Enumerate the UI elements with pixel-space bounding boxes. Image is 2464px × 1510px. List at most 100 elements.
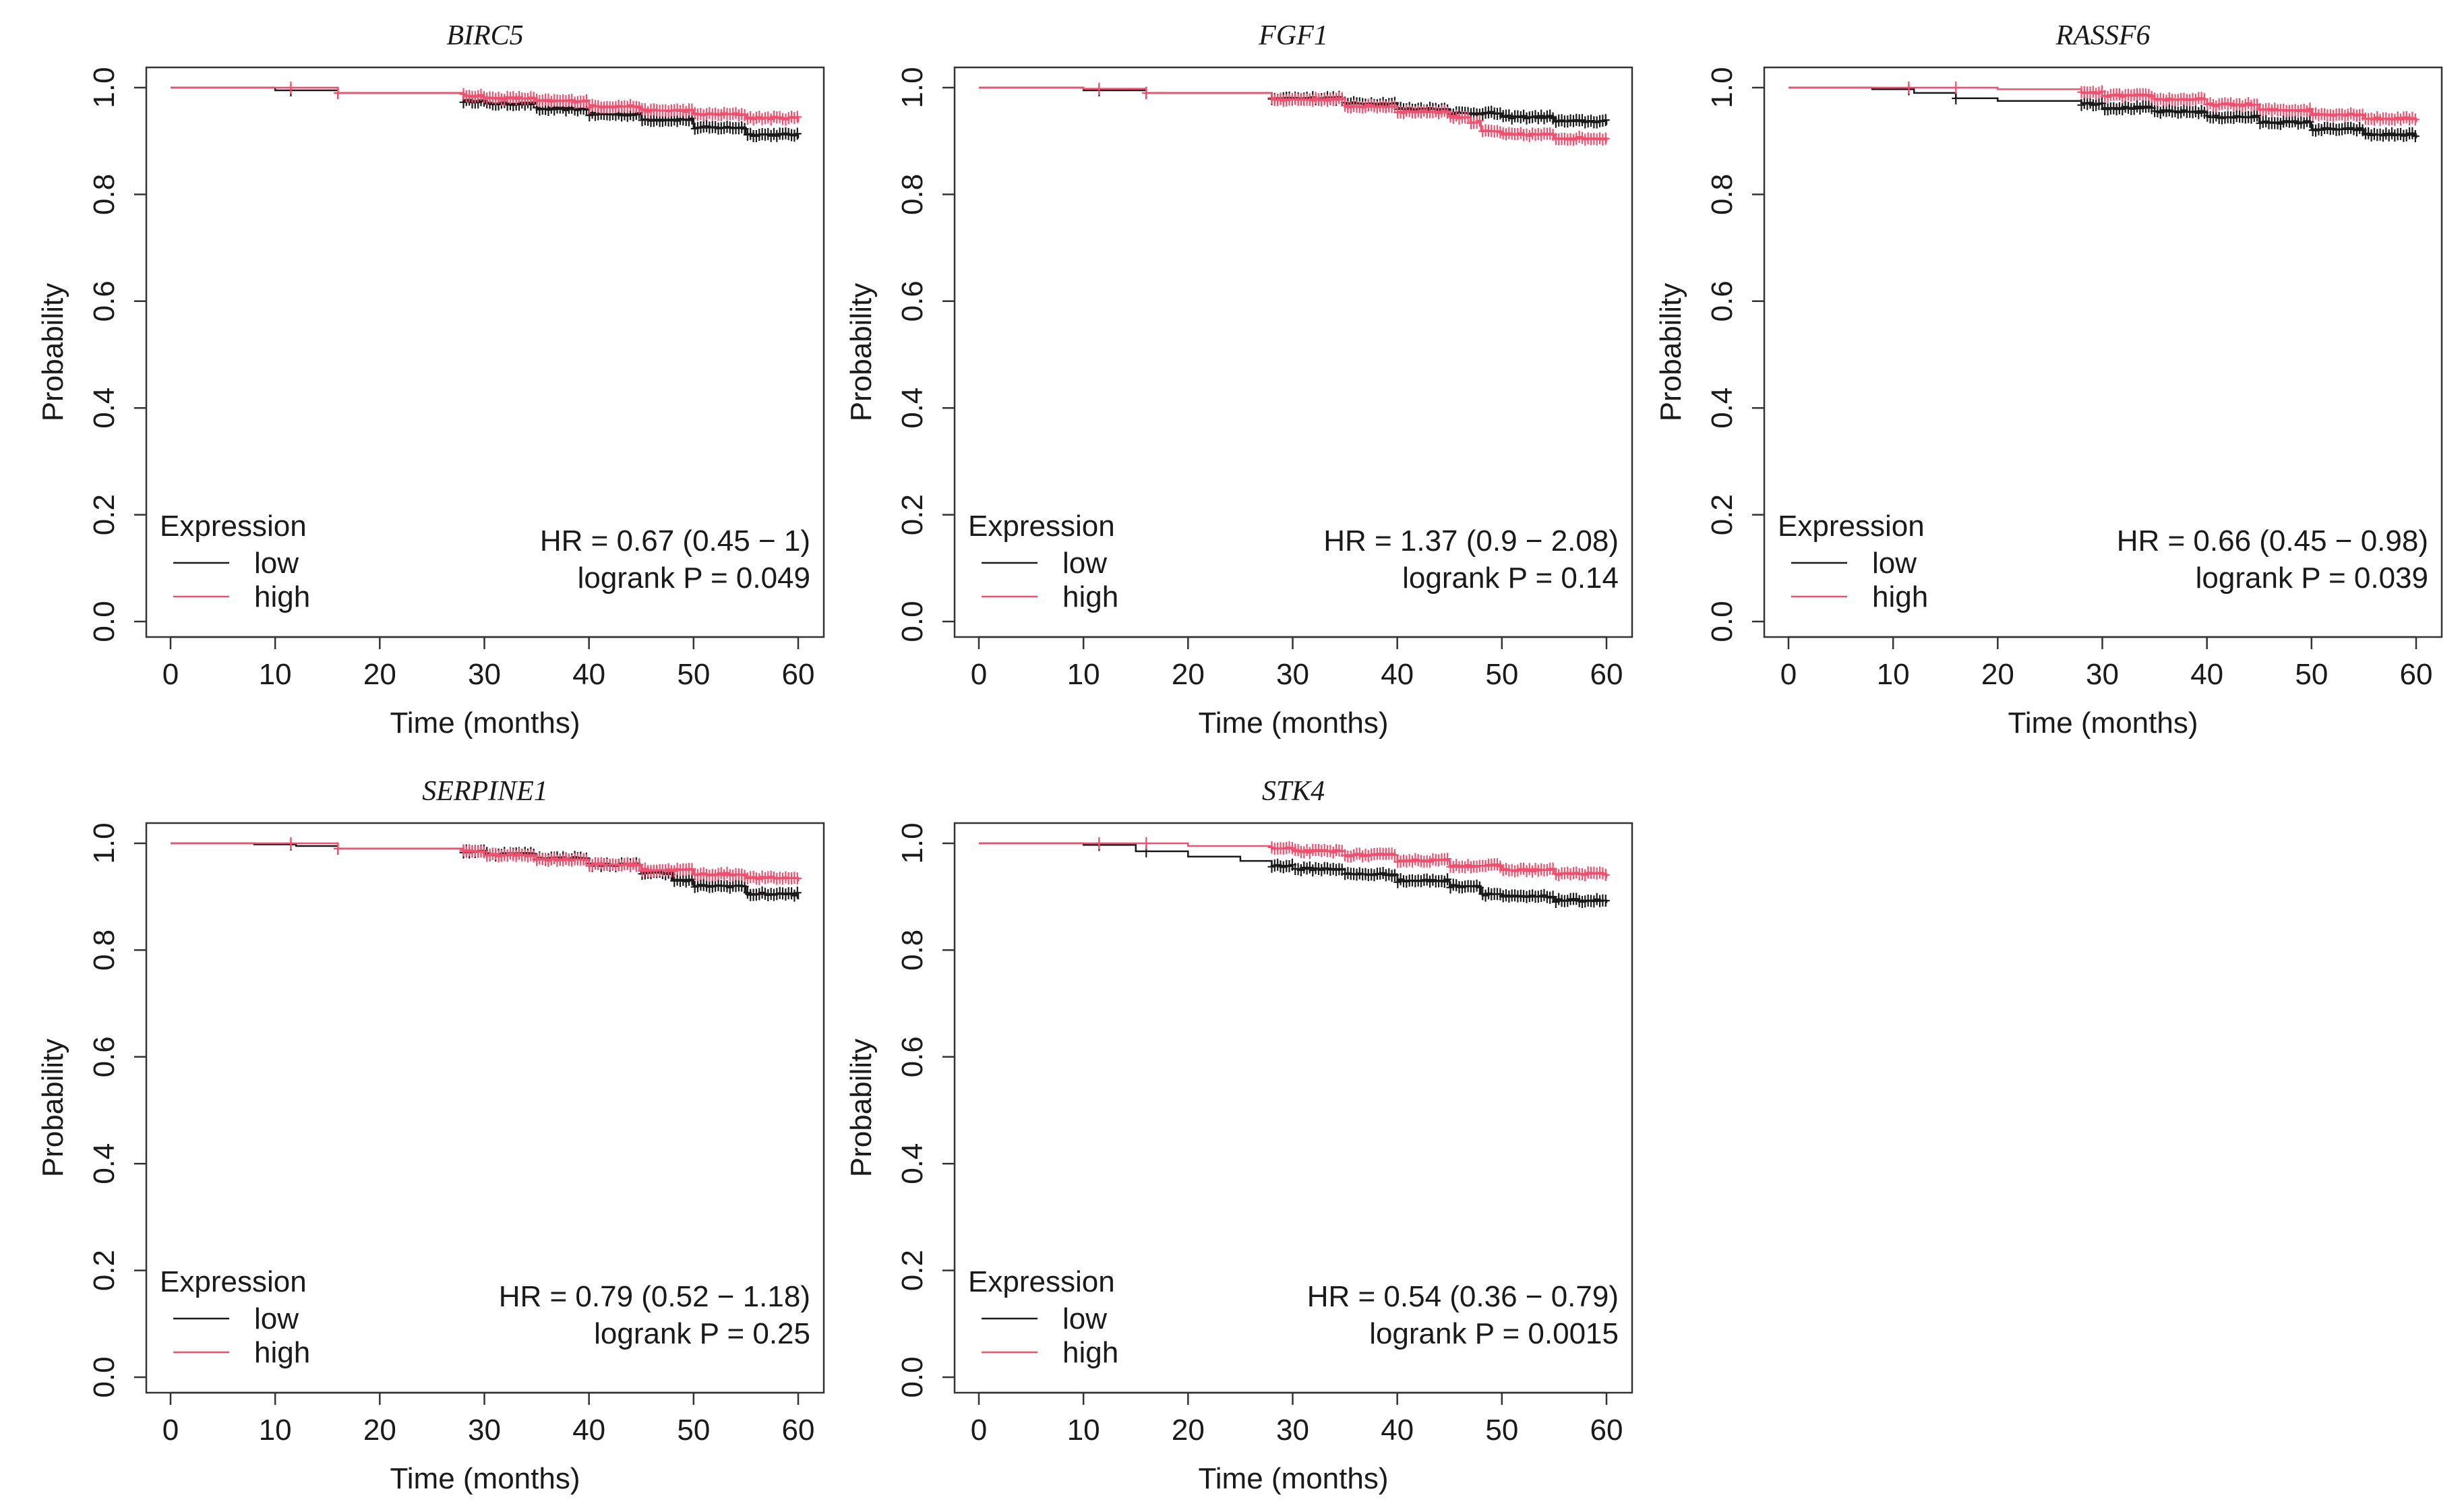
- x-tick-label: 20: [1981, 658, 2014, 691]
- censor-mark: [1601, 114, 1610, 127]
- x-tick-label: 10: [1877, 658, 1910, 691]
- censor-mark: [1338, 92, 1346, 104]
- legend-title: Expression: [968, 510, 1115, 543]
- y-tick-label: 1.0: [896, 822, 929, 864]
- y-tick-label: 0.8: [88, 930, 121, 971]
- censor-mark: [1390, 849, 1399, 862]
- hazard-ratio-text: HR = 0.54 (0.36 − 0.79): [1307, 1280, 1619, 1313]
- legend-label-high: high: [1872, 580, 1928, 613]
- censor-mark: [1475, 115, 1484, 127]
- hazard-ratio-text: HR = 0.66 (0.45 − 0.98): [2117, 524, 2428, 557]
- x-tick-label: 0: [971, 658, 987, 691]
- censor-mark: [1601, 895, 1610, 907]
- censor-marks-high: [287, 837, 802, 886]
- x-tick-label: 10: [1067, 658, 1100, 691]
- x-tick-label: 50: [1485, 1414, 1518, 1447]
- y-tick-label: 0.6: [896, 1036, 929, 1077]
- legend-title: Expression: [968, 1265, 1115, 1298]
- legend-label-low: low: [1062, 1302, 1107, 1335]
- y-tick-label: 0.0: [896, 1356, 929, 1397]
- y-axis-label: Probability: [36, 283, 69, 421]
- panel-title: RASSF6: [2055, 20, 2151, 51]
- y-tick-label: 0.4: [88, 1143, 121, 1184]
- logrank-p-text: logrank P = 0.049: [578, 562, 810, 595]
- panel-title: FGF1: [1258, 20, 1328, 51]
- x-tick-label: 40: [1381, 1414, 1414, 1447]
- x-tick-label: 20: [363, 658, 396, 691]
- censor-mark: [1095, 82, 1104, 95]
- y-tick-label: 1.0: [1706, 67, 1739, 108]
- y-tick-label: 0.0: [896, 601, 929, 642]
- logrank-p-text: logrank P = 0.039: [2196, 562, 2428, 595]
- y-axis-label: Probability: [1654, 283, 1687, 421]
- censor-mark: [334, 842, 342, 855]
- legend-label-high: high: [1062, 580, 1118, 613]
- y-tick-label: 1.0: [896, 67, 929, 108]
- censor-mark: [1475, 881, 1484, 894]
- y-tick-label: 0.2: [1706, 494, 1739, 535]
- y-axis-label: Probability: [845, 1039, 878, 1177]
- censor-mark: [1443, 853, 1452, 866]
- legend-label-low: low: [1872, 547, 1917, 580]
- x-tick-label: 50: [677, 1414, 710, 1447]
- y-tick-label: 0.4: [88, 388, 121, 429]
- x-tick-label: 10: [259, 658, 292, 691]
- km-panel-rassf6: RASSF6 0 10 20 30 40 50 60 Time (months) 0.0 0.2 0.…: [1654, 20, 2443, 739]
- x-tick-label: 40: [572, 658, 605, 691]
- y-axis-label: Probability: [845, 283, 878, 421]
- km-panel-serpine1: SERPINE1 0 10 20 30 40 50 60 Time (months) 0.0 0.2…: [36, 776, 825, 1495]
- x-tick-label: 20: [1172, 658, 1205, 691]
- logrank-p-text: logrank P = 0.25: [594, 1317, 810, 1350]
- y-tick-label: 0.2: [88, 1250, 121, 1291]
- x-tick-label: 20: [1172, 1414, 1205, 1447]
- censor-mark: [1390, 869, 1399, 882]
- x-tick-label: 50: [677, 658, 710, 691]
- km-panel-birc5: BIRC5 0 10 20 30 40 50 60 Time (months) 0.0 0.2 0.4…: [36, 20, 825, 739]
- x-tick-label: 30: [2086, 658, 2119, 691]
- censor-mark: [2253, 109, 2262, 122]
- x-tick-label: 30: [1276, 658, 1309, 691]
- km-panel-stk4: STK4 0 10 20 30 40 50 60 Time (months) 0.0 0.2 0.4 0…: [845, 776, 1633, 1495]
- y-tick-label: 0.8: [88, 174, 121, 215]
- x-tick-label: 50: [1485, 658, 1518, 691]
- panel-title: BIRC5: [446, 20, 523, 51]
- censor-mark: [2306, 102, 2314, 115]
- x-tick-label: 60: [2400, 658, 2433, 691]
- hazard-ratio-text: HR = 1.37 (0.9 − 2.08): [1323, 524, 1619, 557]
- x-tick-label: 0: [162, 658, 179, 691]
- x-axis-label: Time (months): [1199, 706, 1389, 739]
- censor-marks-high: [1095, 837, 1610, 882]
- logrank-p-text: logrank P = 0.0015: [1369, 1317, 1619, 1350]
- legend-label-high: high: [254, 1336, 310, 1369]
- censor-marks-high: [1904, 82, 2420, 126]
- censor-mark: [1443, 873, 1452, 886]
- x-tick-label: 60: [1590, 1414, 1623, 1447]
- hazard-ratio-text: HR = 0.79 (0.52 − 1.18): [499, 1280, 810, 1313]
- legend-title: Expression: [1778, 510, 1925, 543]
- censor-mark: [2306, 115, 2314, 128]
- x-axis-label: Time (months): [2008, 706, 2198, 739]
- x-tick-label: 60: [782, 1414, 815, 1447]
- censor-mark: [1904, 82, 1913, 94]
- y-tick-label: 1.0: [88, 822, 121, 864]
- y-axis-label: Probability: [36, 1039, 69, 1177]
- y-tick-label: 0.4: [896, 388, 929, 429]
- y-tick-label: 0.2: [88, 494, 121, 535]
- censor-mark: [793, 127, 802, 140]
- y-tick-label: 0.6: [1706, 280, 1739, 322]
- x-tick-label: 40: [572, 1414, 605, 1447]
- censor-marks-low: [1095, 839, 1610, 908]
- hazard-ratio-text: HR = 0.67 (0.45 − 1): [540, 524, 810, 557]
- panel-title: STK4: [1262, 776, 1325, 807]
- x-tick-label: 0: [1780, 658, 1797, 691]
- y-tick-label: 0.0: [88, 601, 121, 642]
- y-tick-label: 0.6: [88, 1036, 121, 1077]
- y-tick-label: 0.0: [88, 1356, 121, 1397]
- x-tick-label: 60: [1590, 658, 1623, 691]
- censor-mark: [287, 82, 295, 94]
- y-tick-label: 0.6: [88, 280, 121, 322]
- censor-mark: [1142, 86, 1151, 99]
- y-tick-label: 0.8: [896, 930, 929, 971]
